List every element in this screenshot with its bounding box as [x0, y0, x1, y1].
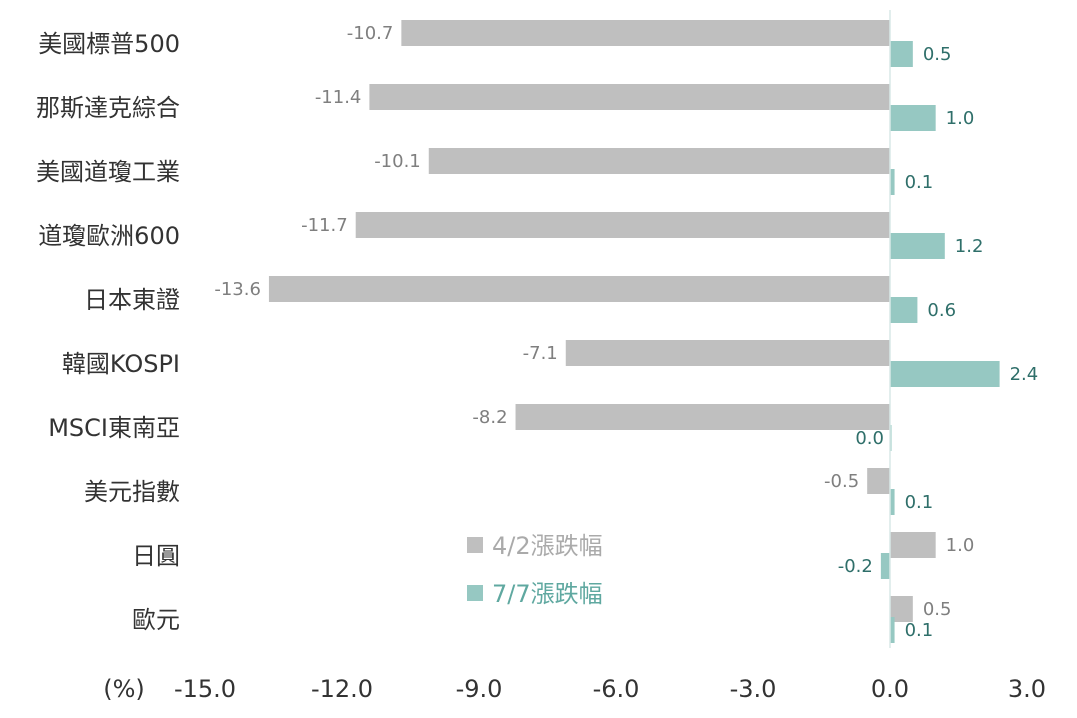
value-label-series-1: -10.1 [374, 151, 421, 172]
bar-series-1 [867, 468, 890, 494]
category-label: 歐元 [132, 606, 180, 634]
bar-series-2 [890, 489, 895, 515]
bar-series-2 [890, 105, 936, 131]
bar-series-1 [890, 596, 913, 622]
bar-series-1 [369, 84, 890, 110]
value-label-series-1: 0.5 [923, 599, 952, 620]
unit-label: (%) [103, 675, 145, 703]
x-tick-label: -6.0 [593, 675, 640, 703]
value-label-series-2: 2.4 [1010, 364, 1039, 385]
bar-series-1 [565, 340, 890, 366]
value-label-series-2: 0.0 [855, 428, 884, 449]
category-label: 那斯達克綜合 [36, 94, 180, 122]
value-label-series-2: 0.6 [927, 300, 956, 321]
category-label: 韓國KOSPI [62, 350, 180, 378]
category-label: 美國標普500 [38, 30, 180, 58]
legend-swatch [467, 585, 483, 601]
x-tick-label: -3.0 [730, 675, 777, 703]
bar-series-2 [890, 169, 895, 195]
value-label-series-1: -11.4 [315, 87, 362, 108]
bar-series-1 [428, 148, 890, 174]
x-axis-tick-labels: -15.0 -12.0 -9.0 -6.0 -3.0 0.0 3.0 [174, 675, 1046, 703]
value-label-series-2: 0.1 [905, 620, 934, 641]
category-label: 日本東證 [84, 286, 180, 314]
value-label-series-1: -8.2 [472, 407, 507, 428]
bar-series-1 [401, 20, 890, 46]
bar-series-1 [515, 404, 890, 430]
value-label-series-1: -13.6 [214, 279, 261, 300]
bar-series-2 [890, 41, 913, 67]
value-label-series-2: 1.2 [955, 236, 984, 257]
value-label-series-2: 0.5 [923, 44, 952, 65]
x-tick-label: 3.0 [1008, 675, 1046, 703]
category-label: 日圓 [132, 542, 180, 570]
bar-series-2 [890, 361, 1000, 387]
value-label-series-2: -0.2 [838, 556, 873, 577]
value-label-series-1: -7.1 [523, 343, 558, 364]
legend-swatch [467, 537, 483, 553]
value-label-series-2: 0.1 [905, 172, 934, 193]
value-label-series-1: 1.0 [946, 535, 975, 556]
value-label-series-1: -11.7 [301, 215, 348, 236]
bar-series-1 [268, 276, 890, 302]
value-label-series-2: 0.1 [905, 492, 934, 513]
category-label: 美國道瓊工業 [36, 158, 180, 186]
x-tick-label: -9.0 [456, 675, 503, 703]
category-label: 美元指數 [84, 478, 180, 506]
bar-series-1 [890, 532, 936, 558]
bar-series-1 [355, 212, 890, 238]
value-labels: -10.7 0.5 -11.4 1.0 -10.1 0.1 -11.7 1.2 -13.6 0.6… [214, 23, 1038, 641]
category-label: MSCI東南亞 [48, 414, 180, 442]
x-tick-label: -15.0 [174, 675, 236, 703]
category-label: 道瓊歐洲600 [38, 222, 180, 250]
legend: 4/2漲跌幅 7/7漲跌幅 [467, 532, 603, 608]
value-label-series-1: -10.7 [347, 23, 394, 44]
x-tick-label: 0.0 [871, 675, 909, 703]
bars-layer [268, 20, 1000, 643]
legend-label: 4/2漲跌幅 [492, 532, 603, 560]
value-label-series-2: 1.0 [946, 108, 975, 129]
bar-series-2 [880, 553, 890, 579]
x-tick-label: -12.0 [311, 675, 373, 703]
bar-series-2 [890, 617, 895, 643]
bar-series-2 [890, 297, 918, 323]
value-label-series-1: -0.5 [824, 471, 859, 492]
legend-label: 7/7漲跌幅 [492, 580, 603, 608]
bar-series-2 [890, 233, 945, 259]
